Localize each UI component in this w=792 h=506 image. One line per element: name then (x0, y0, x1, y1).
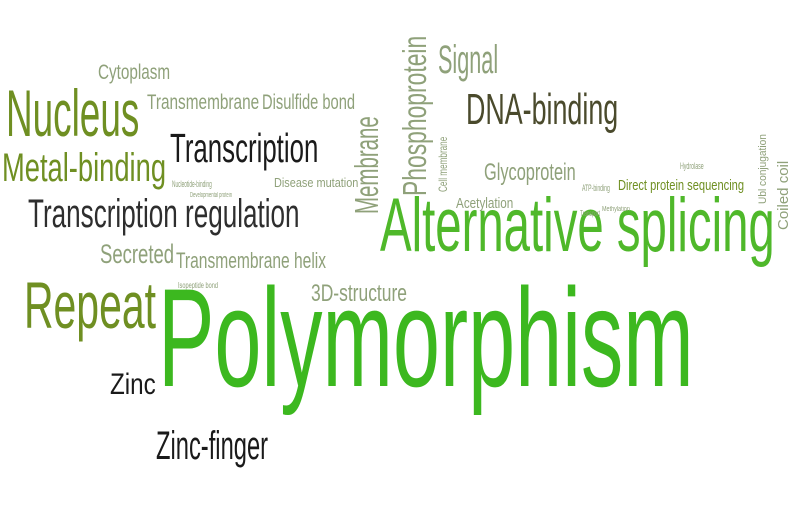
word-repeat: Repeat (24, 268, 156, 342)
word-cytoplasm: Cytoplasm (98, 61, 171, 84)
word-isopeptide-bond: Isopeptide bond (178, 281, 218, 290)
word-signal: Signal (438, 38, 499, 82)
word-cell-membrane: Cell membrane (436, 136, 450, 192)
word-transcription: Transcription (170, 125, 319, 171)
word-disulfide-bond: Disulfide bond (262, 91, 356, 114)
word-dna-binding: DNA-binding (466, 85, 619, 134)
word-nucleotide-binding: Nucleotide-binding (172, 179, 212, 189)
word-polymorphism: Polymorphism (158, 259, 694, 416)
word-ubl-conjugation: Ubl conjugation (757, 134, 769, 204)
word-disease-mutation: Disease mutation (274, 175, 359, 190)
word-transmembrane-helix: Transmembrane helix (176, 248, 327, 273)
word-membrane: Membrane (348, 116, 385, 214)
word-metal-binding: Metal-binding (2, 146, 167, 190)
word-acetylation: Acetylation (456, 195, 514, 212)
word-alternative-splicing: Alternative splicing (380, 183, 775, 268)
word-3d-structure: 3D-structure (311, 280, 407, 307)
word-methylation: Methylation (602, 206, 630, 213)
word-direct-protein-sequencing: Direct protein sequencing (618, 177, 745, 194)
word-secreted: Secreted (100, 239, 175, 269)
word-phosphoprotein: Phosphoprotein (396, 35, 433, 196)
word-coiled-coil: Coiled coil (775, 160, 792, 230)
word-transport: Transport (580, 209, 600, 218)
word-developmental-protein: Developmental protein (190, 192, 233, 199)
word-transmembrane: Transmembrane (147, 91, 260, 114)
word-nucleus: Nucleus (6, 76, 140, 150)
word-zinc-finger: Zinc-finger (156, 424, 269, 468)
word-hydrolase: Hydrolase (680, 161, 704, 171)
word-zinc: Zinc (110, 368, 156, 401)
word-transcription-regulation: Transcription regulation (28, 192, 300, 236)
word-atp-binding: ATP-binding (582, 183, 610, 193)
word-glycoprotein: Glycoprotein (484, 159, 576, 186)
